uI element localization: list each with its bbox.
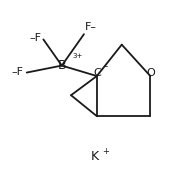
Text: –F: –F [11, 67, 23, 77]
Text: –: – [104, 62, 108, 71]
Text: B: B [58, 59, 66, 72]
Text: +: + [103, 147, 109, 156]
Text: O: O [146, 68, 155, 78]
Text: –F: –F [29, 33, 41, 43]
Text: F–: F– [85, 22, 97, 32]
Text: K: K [91, 150, 99, 163]
Text: C: C [93, 68, 101, 78]
Text: 3+: 3+ [72, 53, 82, 59]
